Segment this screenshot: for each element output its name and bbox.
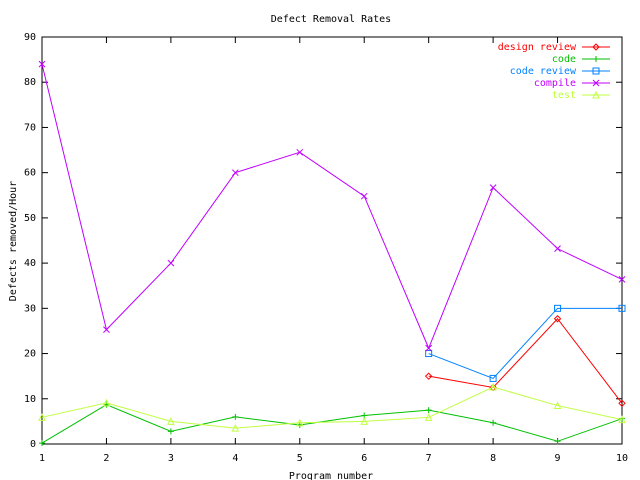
point-design-review (553, 315, 562, 323)
point-code (167, 428, 174, 435)
point-code (232, 413, 239, 420)
legend-marker-code-review (592, 67, 600, 75)
legend-marker-code (593, 56, 599, 62)
point-code (425, 407, 432, 414)
y-axis-label: Defects removed/Hour (8, 181, 19, 301)
point-compile (167, 259, 175, 267)
legend-marker-compile (592, 79, 600, 87)
x-tick-label: 3 (168, 453, 174, 464)
y-tick-label: 0 (30, 439, 36, 450)
y-tick-label: 20 (24, 349, 36, 360)
x-axis-label: Program number (289, 471, 373, 480)
series-line-design-review (428, 317, 623, 404)
series-compile (38, 60, 626, 352)
series-line-code-review (428, 307, 622, 380)
point-code-review (618, 304, 626, 312)
y-tick-label: 90 (24, 32, 36, 43)
plot-frame (41, 36, 623, 445)
legend-marker-design-review (592, 43, 600, 51)
legend-entry-design-review: design review (498, 42, 610, 53)
x-tick-label: 10 (616, 453, 628, 464)
legend-marker-test (592, 90, 600, 99)
x-tick-label: 6 (361, 453, 367, 464)
point-test (295, 418, 304, 427)
point-compile (231, 169, 239, 177)
point-test (102, 398, 111, 407)
point-test (360, 417, 369, 425)
x-tick-label: 1 (39, 453, 45, 464)
x-tick-label: 9 (555, 453, 561, 464)
series-design-review (424, 315, 626, 408)
point-code (490, 419, 497, 426)
point-design-review (618, 399, 626, 408)
series-line-compile (41, 64, 623, 350)
point-compile (425, 344, 433, 352)
point-design-review (424, 372, 433, 380)
point-compile (618, 276, 626, 283)
point-compile (554, 245, 561, 252)
legend-label-test: test (552, 90, 576, 101)
x-tick-label: 7 (426, 453, 432, 464)
y-tick-label: 70 (24, 122, 36, 133)
series-test (38, 382, 626, 432)
legend-label-code: code (552, 54, 576, 65)
y-tick-label: 60 (24, 168, 36, 179)
point-test (38, 413, 46, 421)
point-test (618, 415, 626, 424)
x-tick-label: 2 (103, 453, 109, 464)
chart-title: Defect Removal Rates (271, 14, 391, 25)
point-code-review (554, 304, 562, 312)
point-test (167, 417, 175, 425)
legend-entry-code: code (552, 54, 610, 65)
y-tick-label: 80 (24, 77, 36, 88)
point-test (489, 382, 497, 391)
legend-label-code-review: code review (510, 66, 577, 77)
legend-label-compile: compile (534, 78, 576, 89)
point-test (424, 413, 433, 421)
y-tick-label: 40 (24, 258, 36, 269)
point-compile (103, 326, 110, 333)
y-tick-label: 50 (24, 213, 36, 224)
series-line-code (41, 404, 623, 444)
x-tick-label: 8 (490, 453, 496, 464)
point-code-review (489, 374, 497, 382)
series-code-review (425, 304, 626, 382)
y-tick-label: 10 (24, 394, 36, 405)
series-layer (38, 60, 626, 447)
series-line-test (41, 386, 623, 429)
y-tick-label: 30 (24, 303, 36, 314)
legend-entry-test: test (552, 90, 610, 101)
point-code (554, 438, 561, 445)
point-compile (489, 184, 497, 191)
point-compile (360, 192, 368, 200)
point-code (39, 440, 45, 447)
point-compile (38, 60, 46, 68)
x-tick-label: 4 (232, 453, 238, 464)
point-test (231, 424, 240, 432)
axes: 0 10 20 30 40 50 60 70 80 90 1 2 3 4 5 6 7 8 9 10 (24, 32, 628, 464)
point-code-review (425, 350, 433, 358)
point-test (553, 401, 562, 410)
legend-entry-code-review: code review (510, 66, 610, 77)
point-compile (296, 148, 304, 156)
legend-label-design-review: design review (498, 42, 577, 53)
x-tick-label: 5 (297, 453, 303, 464)
legend-entry-compile: compile (534, 78, 610, 89)
